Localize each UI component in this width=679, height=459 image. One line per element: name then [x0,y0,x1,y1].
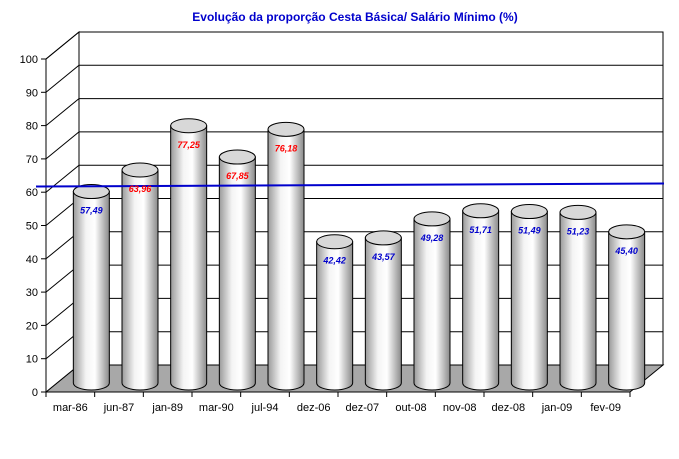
x-tick-label: jan-89 [151,402,183,414]
y-tick-label: 10 [26,354,38,366]
x-tick-label: nov-08 [443,402,477,414]
data-label: 51,23 [567,226,590,236]
bar [267,121,305,391]
bar-body [72,191,110,391]
data-label: 51,71 [469,225,492,235]
bar-body [121,169,159,391]
bar-top [364,230,402,246]
bar [170,118,208,391]
y-tick-label: 40 [26,254,38,266]
x-tick-label: dez-06 [297,402,331,414]
x-tick-label: fev-09 [590,402,621,414]
gridline [45,164,663,193]
data-label: 45,40 [614,246,638,256]
data-label: 49,28 [420,233,444,243]
bar-top [559,204,597,220]
bar-top [170,118,208,134]
bar [72,184,110,391]
bar [559,204,597,391]
y-tick-label: 30 [26,287,38,299]
x-tick-label: jun-87 [103,402,135,414]
bar [316,234,354,391]
data-label: 42,42 [322,256,346,266]
bar [510,204,548,391]
bar-top [608,224,646,240]
x-tick-label: mar-90 [199,402,234,414]
gridline [45,64,663,93]
bar-body [413,218,451,391]
x-tick-label: dez-08 [492,402,526,414]
data-label: 51,49 [518,226,541,236]
bar [218,149,256,391]
bar-top [267,121,305,137]
x-tick-label: jan-09 [541,402,573,414]
y-tick-label: 100 [20,54,38,66]
x-tick-label: mar-86 [53,402,88,414]
x-tick-label: dez-07 [346,402,380,414]
y-tick-label: 90 [26,87,38,99]
bar-body [510,211,548,391]
data-label: 43,57 [371,252,396,262]
x-tick-label: out-08 [395,402,426,414]
bar-body [608,231,646,391]
data-label: 63,96 [129,184,153,194]
y-tick-label: 50 [26,221,38,233]
reference-line [35,182,665,188]
bar-top [121,162,159,178]
bar-top [413,211,451,227]
gridline [45,98,663,126]
bar-body [218,156,256,391]
bar [608,224,646,391]
bar-top [510,204,548,220]
bar-body [559,211,597,391]
data-label: 77,25 [177,140,201,150]
data-label: 76,18 [275,143,298,153]
bar [121,162,159,391]
y-tick-label: 80 [26,121,38,133]
gridline [45,131,663,160]
bar-top [316,234,354,250]
y-tick-label: 70 [26,154,38,166]
bar [462,203,500,391]
bar-body [316,241,354,391]
bar [364,230,402,391]
bar-top [218,149,256,165]
bar-top [462,203,500,219]
y-tick-label: 60 [26,187,38,199]
data-label: 67,85 [226,171,250,181]
bar-body [267,128,305,391]
data-label: 57,49 [80,206,103,216]
y-tick-label: 0 [32,387,38,399]
bar-body [170,125,208,391]
bar-body [462,210,500,391]
chart-title: Evolução da proporção Cesta Básica/ Salá… [192,10,518,24]
gridline [45,31,663,60]
bar [413,211,451,391]
bar-body [364,237,402,391]
y-tick-label: 20 [26,320,38,332]
bar-top [72,184,110,200]
x-tick-label: jul-94 [251,402,279,414]
